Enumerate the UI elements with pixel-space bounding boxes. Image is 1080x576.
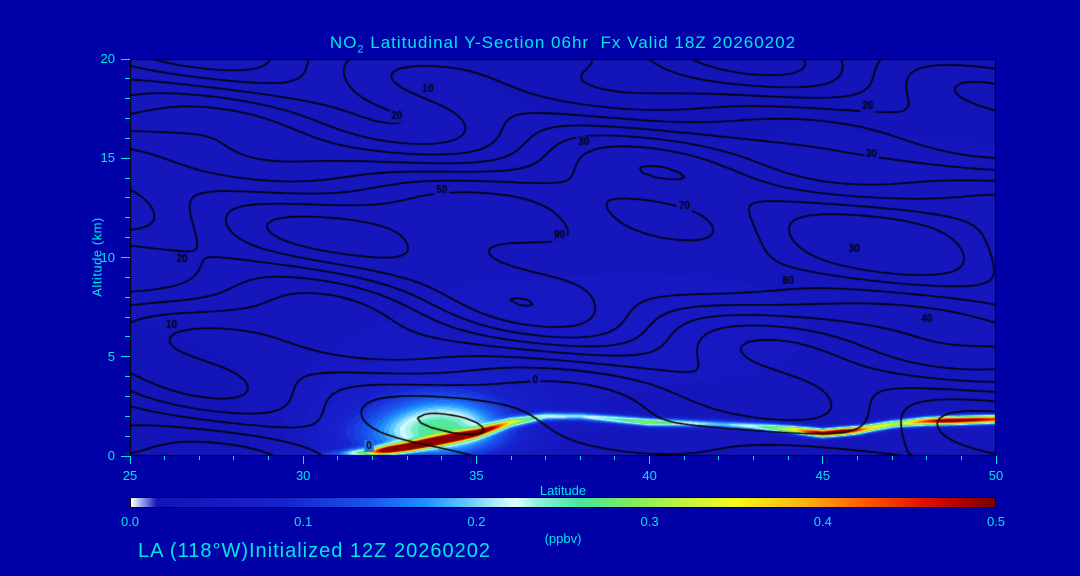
colorbar-tick-label: 0.0 [120, 514, 140, 529]
x-minor-tick [371, 456, 373, 460]
x-major-tick [822, 456, 824, 464]
x-minor-tick [683, 456, 685, 460]
x-major-tick [302, 456, 304, 464]
x-minor-tick [579, 456, 581, 460]
x-minor-tick [406, 456, 408, 460]
x-minor-tick [164, 456, 166, 460]
y-tick-label: 20 [100, 51, 115, 66]
x-tick-label: 30 [295, 468, 311, 483]
x-minor-tick [614, 456, 616, 460]
y-major-tick [121, 455, 130, 457]
colorbar-tick-label: 0.3 [640, 514, 659, 529]
x-minor-tick [510, 456, 512, 460]
x-tick-label: 35 [469, 468, 484, 483]
y-minor-tick [125, 276, 130, 278]
y-tick-label: 5 [107, 348, 115, 364]
colorbar-units-label: (ppbv) [544, 531, 582, 546]
y-minor-tick [125, 376, 130, 378]
y-minor-tick [125, 237, 130, 239]
x-minor-tick [856, 456, 858, 460]
x-major-tick [649, 456, 651, 464]
x-major-tick [129, 456, 131, 464]
x-minor-tick [268, 456, 270, 460]
y-minor-tick [125, 316, 130, 318]
y-minor-tick [125, 98, 130, 100]
y-tick-label: 0 [107, 448, 115, 463]
x-minor-tick [891, 456, 893, 460]
x-minor-tick [926, 456, 928, 460]
y-tick-label: 10 [100, 249, 115, 265]
x-tick-label: 40 [642, 468, 657, 483]
title-rest: Latitudinal Y-Section 06hr Fx Valid 18Z … [364, 33, 797, 52]
x-major-tick [475, 456, 477, 464]
y-minor-tick [125, 296, 130, 298]
contour-plot-canvas [130, 59, 996, 456]
x-minor-tick [441, 456, 443, 460]
x-minor-tick [545, 456, 547, 460]
y-major-tick [121, 356, 130, 358]
x-minor-tick [787, 456, 789, 460]
y-tick-label: 15 [100, 150, 115, 166]
y-minor-tick [125, 336, 130, 338]
y-major-tick [121, 157, 130, 159]
y-minor-tick [125, 415, 130, 417]
title-prefix: NO [329, 33, 358, 52]
x-tick-label: 50 [988, 468, 1004, 483]
x-minor-tick [233, 456, 235, 460]
y-minor-tick [125, 217, 130, 219]
colorbar-tick-label: 0.4 [813, 514, 832, 529]
x-axis-label: Latitude [539, 483, 587, 498]
x-tick-label: 45 [815, 468, 831, 483]
colorbar-tick-label: 0.2 [467, 514, 486, 529]
y-minor-tick [125, 435, 130, 437]
y-minor-tick [125, 137, 130, 139]
init-info-text: LA (118°W)Initialized 12Z 20260202 [138, 540, 491, 562]
title-subscript: 2 [357, 43, 365, 56]
y-minor-tick [125, 118, 130, 120]
y-major-tick [121, 58, 130, 60]
colorbar-tick-label: 0.5 [986, 514, 1006, 529]
x-minor-tick [960, 456, 962, 460]
y-minor-tick [125, 395, 130, 397]
colorbar [130, 497, 996, 508]
y-minor-tick [125, 197, 130, 199]
y-major-tick [121, 257, 130, 258]
chart-title: NO2 Latitudinal Y-Section 06hr Fx Valid … [130, 33, 996, 55]
x-major-tick [995, 456, 997, 464]
y-minor-tick [125, 78, 130, 80]
y-minor-tick [125, 177, 130, 179]
x-tick-label: 25 [122, 468, 138, 483]
x-minor-tick [337, 456, 339, 460]
x-minor-tick [198, 456, 200, 460]
colorbar-tick-label: 0.1 [294, 514, 313, 529]
x-minor-tick [753, 456, 755, 460]
x-minor-tick [718, 456, 720, 460]
